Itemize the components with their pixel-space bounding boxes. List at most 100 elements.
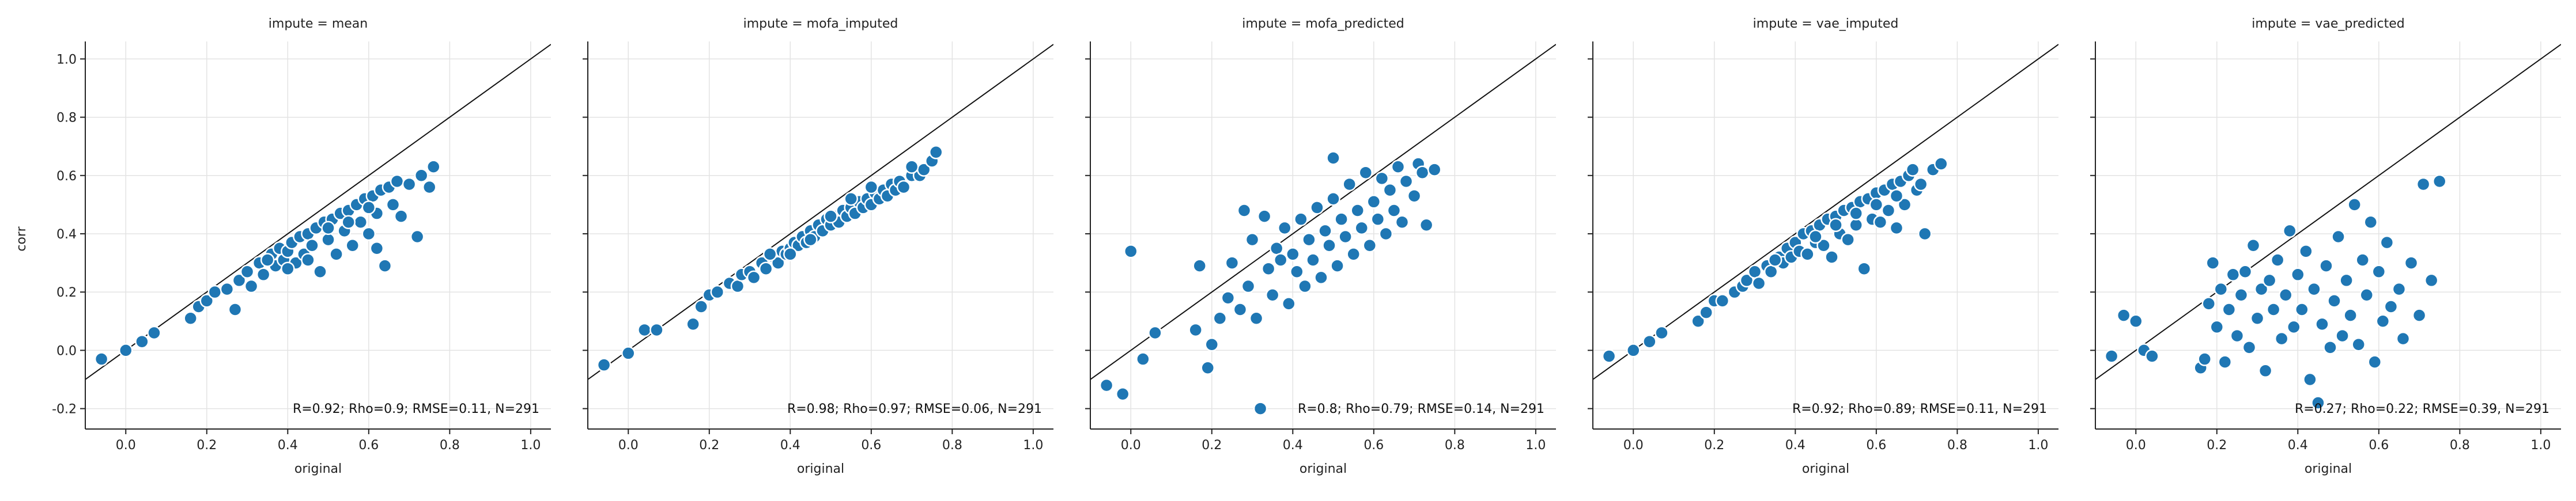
x-tick-label: 0.0 [116,438,136,453]
data-point [2355,253,2370,267]
data-point [361,226,376,241]
data-point [2396,331,2411,346]
data-point [341,215,356,229]
data-point [2424,273,2439,288]
points [1601,157,1948,363]
y-tick-label: 1.0 [56,52,77,67]
data-point [2222,302,2237,317]
data-point [377,259,392,273]
x-tick-label: 0.0 [1623,438,1644,453]
identity-line [588,44,1053,380]
data-point [329,247,343,261]
data-point [94,352,109,366]
data-point [1326,191,1340,206]
data-point [1642,334,1657,349]
data-point [1192,259,1207,273]
data-point [2315,317,2329,332]
data-point [244,279,259,294]
data-point [1269,241,1284,256]
data-point [730,279,745,294]
panel-title: impute = mofa_predicted [1242,17,1404,31]
panel-0: 0.0 0.2 0.4 0.6 0.8 1.0 -0.2 0.0 0.2 0.4 0.6 0.8 1.0… [52,17,551,476]
data-point [1136,352,1150,366]
data-point [1290,264,1304,279]
data-point [1302,232,1316,247]
data-point [1298,279,1312,294]
data-point [824,209,838,223]
data-point [1715,294,1730,308]
stats-annotation: R=0.92; Rho=0.89; RMSE=0.11, N=291 [1792,402,2047,416]
data-point [147,325,161,340]
data-point [2432,174,2447,189]
identity-line [1090,44,1556,380]
panel-4: 0.0 0.2 0.4 0.6 0.8 1.0 original impute = vae_p… [2090,17,2561,476]
x-tick-label: 0.4 [1283,438,1303,453]
stats-annotation: R=0.27; Rho=0.22; RMSE=0.39, N=291 [2295,402,2549,416]
data-point [758,261,773,276]
data-point [386,198,401,212]
data-point [2197,352,2212,366]
data-point [2242,340,2257,355]
data-point [1245,232,1260,247]
data-point [1378,226,1393,241]
data-point [2234,287,2249,302]
data-point [896,180,911,195]
data-point [1249,311,1264,325]
data-point [2274,331,2289,346]
data-point [1917,226,1932,241]
x-tick-label: 0.4 [278,438,298,453]
data-point [762,247,777,261]
data-point [2218,355,2233,369]
data-point [1391,160,1406,174]
data-point [1370,212,1385,226]
data-point [1237,203,1252,218]
data-point [1261,261,1276,276]
data-point [2266,302,2281,317]
panel-title: impute = mean [269,17,368,31]
data-point [2262,273,2277,288]
y-axis-label: corr [14,226,29,251]
data-point [2412,308,2427,322]
x-tick-label: 0.2 [2207,438,2227,453]
data-point [1889,188,1904,203]
data-point [135,334,149,349]
data-point [2375,314,2390,329]
data-point [803,232,818,247]
data-point [1124,244,1138,259]
data-point [1383,183,1397,198]
data-point [1294,212,1308,226]
data-point [2201,297,2216,311]
data-point [1148,325,1162,340]
data-point [1200,360,1215,375]
x-tick-label: 0.6 [861,438,881,453]
data-point [1282,297,1296,311]
data-point [305,238,319,253]
facet-panels: 0.0 0.2 0.4 0.6 0.8 1.0 -0.2 0.0 0.2 0.4 0.6 0.8 1.0… [52,17,2561,476]
data-point [2238,264,2253,279]
identity-line [2095,44,2561,380]
data-point [207,284,222,299]
data-point [1338,229,1353,244]
data-point [1825,250,1839,264]
data-point [2258,363,2273,378]
data-point [2226,267,2241,282]
y-tick-label: 0.2 [56,286,77,300]
data-point [2339,273,2354,288]
x-axis-label: original [2305,462,2352,476]
data-point [2379,235,2394,250]
data-point [2145,349,2159,363]
x-tick-label: 0.6 [358,438,379,453]
data-point [928,145,943,160]
data-point [1099,378,1114,393]
x-axis-label: original [294,462,342,476]
data-point [2205,256,2220,270]
data-point [1889,221,1904,236]
x-tick-label: 1.0 [2530,438,2551,453]
data-point [1881,203,1896,218]
data-point [1849,206,1863,221]
data-point [1601,349,1616,363]
data-point [2278,287,2293,302]
x-tick-label: 1.0 [1525,438,1546,453]
data-point [1273,253,1288,267]
x-tick-label: 0.0 [2126,438,2146,453]
